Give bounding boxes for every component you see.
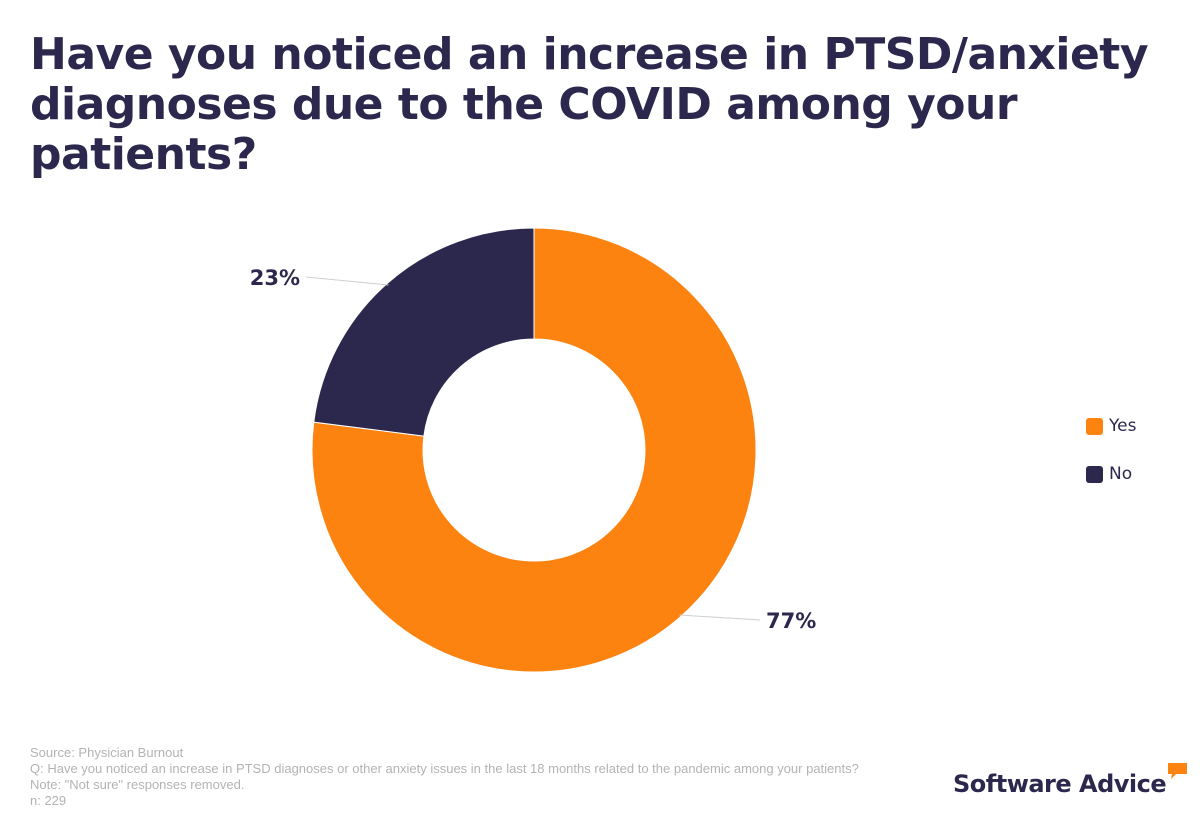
question-text: Q: Have you noticed an increase in PTSD … <box>30 761 859 776</box>
legend-swatch-yes <box>1086 417 1103 435</box>
legend-label-no: No <box>1109 464 1133 484</box>
legend-label-yes: Yes <box>1109 416 1137 436</box>
source-text: Source: Physician Burnout <box>30 745 184 760</box>
data-label-no: 23% <box>250 266 300 290</box>
leader-line-yes <box>679 614 761 621</box>
leader-line-no <box>305 276 389 286</box>
donut-slice-no <box>313 227 535 437</box>
data-label-yes: 77% <box>766 609 816 633</box>
chart-title: Have you noticed an increase in PTSD/anx… <box>30 29 1149 180</box>
sample-size-text: n: 229 <box>30 793 67 808</box>
legend-item-no: No <box>1086 462 1136 486</box>
footer-notes: Source: Physician Burnout Q: Have you no… <box>30 745 859 809</box>
logo-text: Software Advice <box>953 770 1167 798</box>
legend: Yes No <box>1086 414 1136 510</box>
legend-swatch-no <box>1086 465 1103 483</box>
note-text: Note: "Not sure" responses removed. <box>30 777 245 792</box>
legend-item-yes: Yes <box>1086 414 1136 438</box>
software-advice-logo: Software Advice <box>953 762 1189 798</box>
donut-slice-yes <box>311 227 757 673</box>
speech-bubble-icon <box>1168 763 1188 779</box>
